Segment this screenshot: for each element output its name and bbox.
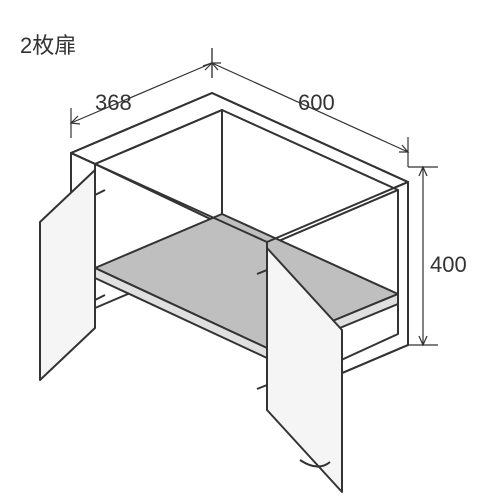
dimension-width: 600	[298, 90, 335, 116]
cabinet-diagram	[0, 0, 500, 500]
dimension-height: 400	[430, 252, 467, 278]
diagram-title: 2枚扉	[20, 28, 76, 60]
diagram-canvas: 2枚扉 368 600 400	[0, 0, 500, 500]
dimension-depth: 368	[95, 90, 132, 116]
